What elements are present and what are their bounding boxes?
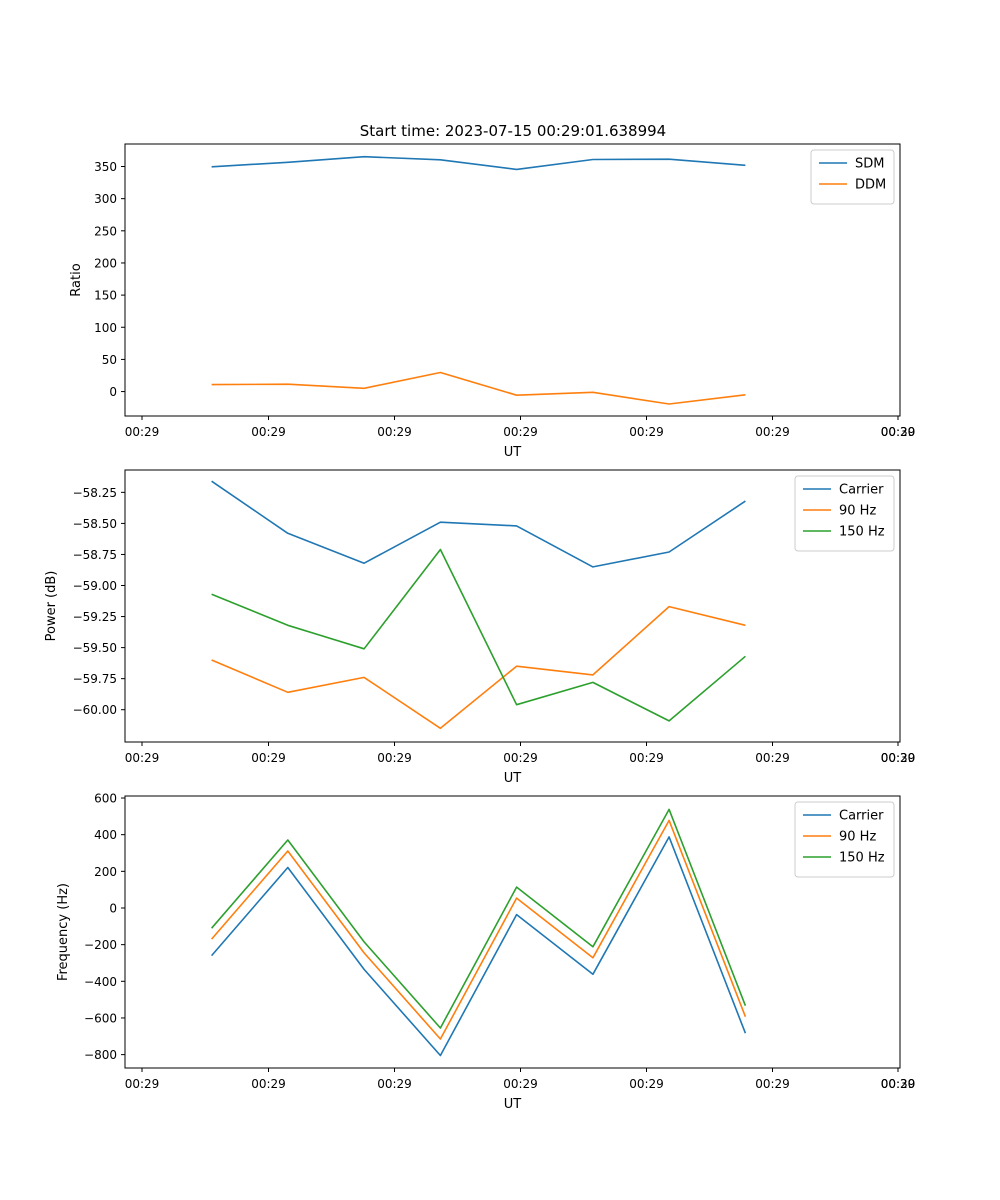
- x-tick-label: 00:29: [881, 1077, 916, 1091]
- x-axis-label: UT: [504, 1097, 522, 1112]
- x-tick-label: 00:29: [503, 751, 538, 765]
- legend-label: DDM: [855, 178, 886, 193]
- y-tick-label: 350: [94, 160, 117, 174]
- x-tick-label: 00:29: [503, 1077, 538, 1091]
- y-axis-label: Power (dB): [44, 571, 59, 642]
- series-line-90-hz: [210, 819, 747, 1040]
- legend: SDM DDM: [810, 149, 895, 205]
- panels: 00:29 00:29 00:29 00:29 00:29 00:29 00:2900:30…: [44, 143, 916, 1112]
- y-tick-label: 0: [109, 385, 117, 399]
- legend-label: 150 Hz: [839, 851, 885, 866]
- x-tick-label: 00:29: [251, 1077, 286, 1091]
- x-tick-label: 00:29: [629, 1077, 664, 1091]
- y-tick-label: −200: [84, 938, 117, 952]
- y-tick-label: 150: [94, 289, 117, 303]
- x-tick-label: 00:29: [881, 425, 916, 439]
- y-tick-label: 300: [94, 192, 117, 206]
- y-tick-label: −59.00: [73, 579, 117, 593]
- legend: Carrier 90 Hz 150 Hz: [794, 801, 895, 878]
- x-tick-label: 00:29: [629, 751, 664, 765]
- x-tick-label: 00:29: [755, 1077, 790, 1091]
- legend-label: Carrier: [839, 809, 884, 824]
- x-tick-label: 00:29: [377, 751, 412, 765]
- legend-label: 90 Hz: [839, 504, 876, 519]
- x-tick-label: 00:29: [755, 425, 790, 439]
- y-tick-label: −800: [84, 1048, 117, 1062]
- axes-frame: [124, 143, 901, 417]
- x-tick-label: 00:30: [881, 1077, 916, 1091]
- series-line-150-hz: [211, 548, 746, 722]
- y-axis-label: Frequency (Hz): [56, 883, 71, 981]
- x-tick-label: 00:29: [503, 425, 538, 439]
- panel-1: 00:29 00:29 00:29 00:29 00:29 00:29 00:2900:30…: [69, 143, 916, 460]
- x-tick-label: 00:29: [881, 751, 916, 765]
- legend: Carrier 90 Hz 150 Hz: [794, 475, 895, 552]
- legend-label: 150 Hz: [839, 525, 885, 540]
- y-tick-label: −59.50: [73, 641, 117, 655]
- y-tick-label: −59.25: [73, 610, 117, 624]
- y-tick-label: −58.75: [73, 548, 117, 562]
- x-tick-label: 00:29: [377, 425, 412, 439]
- axes-frame: [124, 469, 901, 743]
- series-line-90-hz: [211, 605, 746, 730]
- y-tick-label: 200: [94, 256, 117, 270]
- y-tick-label: −400: [84, 975, 117, 989]
- y-tick-label: −58.25: [73, 486, 117, 500]
- x-tick-label: 00:30: [881, 751, 916, 765]
- figure-title: Start time: 2023-07-15 00:29:01.638994: [360, 122, 666, 140]
- legend-label: Carrier: [839, 483, 884, 498]
- x-tick-label: 00:29: [629, 425, 664, 439]
- y-tick-label: 50: [102, 353, 117, 367]
- y-tick-label: 250: [94, 224, 117, 238]
- y-tick-label: 0: [109, 901, 117, 915]
- y-tick-label: 200: [94, 865, 117, 879]
- y-tick-label: −600: [84, 1011, 117, 1025]
- x-tick-label: 00:30: [881, 425, 916, 439]
- x-tick-label: 00:29: [377, 1077, 412, 1091]
- y-tick-label: 100: [94, 321, 117, 335]
- x-axis-label: UT: [504, 771, 522, 786]
- y-tick-label: −58.50: [73, 517, 117, 531]
- x-tick-label: 00:29: [755, 751, 790, 765]
- x-tick-label: 00:29: [125, 425, 160, 439]
- legend-box: [794, 475, 895, 552]
- x-tick-label: 00:29: [125, 751, 160, 765]
- series-line-carrier: [210, 836, 747, 1057]
- y-axis-label: Ratio: [69, 263, 84, 296]
- y-tick-label: 600: [94, 792, 117, 806]
- x-tick-label: 00:29: [251, 751, 286, 765]
- x-tick-label: 00:29: [125, 1077, 160, 1091]
- legend-label: SDM: [855, 157, 884, 172]
- x-axis-label: UT: [504, 445, 522, 460]
- y-tick-label: −59.75: [73, 672, 117, 686]
- panel-2: 00:29 00:29 00:29 00:29 00:29 00:29 00:2900:30…: [44, 469, 916, 786]
- legend-box: [794, 801, 895, 878]
- y-tick-label: 400: [94, 828, 117, 842]
- x-tick-label: 00:29: [251, 425, 286, 439]
- series-line-sdm: [211, 155, 746, 171]
- series-line-150-hz: [210, 808, 747, 1029]
- series-line-carrier: [211, 480, 746, 568]
- y-tick-label: −60.00: [73, 703, 117, 717]
- panel-3: 00:29 00:29 00:29 00:29 00:29 00:29 00:2900:30…: [56, 792, 915, 1112]
- legend-label: 90 Hz: [839, 830, 876, 845]
- series-line-ddm: [211, 371, 746, 405]
- axes-frame: [124, 795, 901, 1069]
